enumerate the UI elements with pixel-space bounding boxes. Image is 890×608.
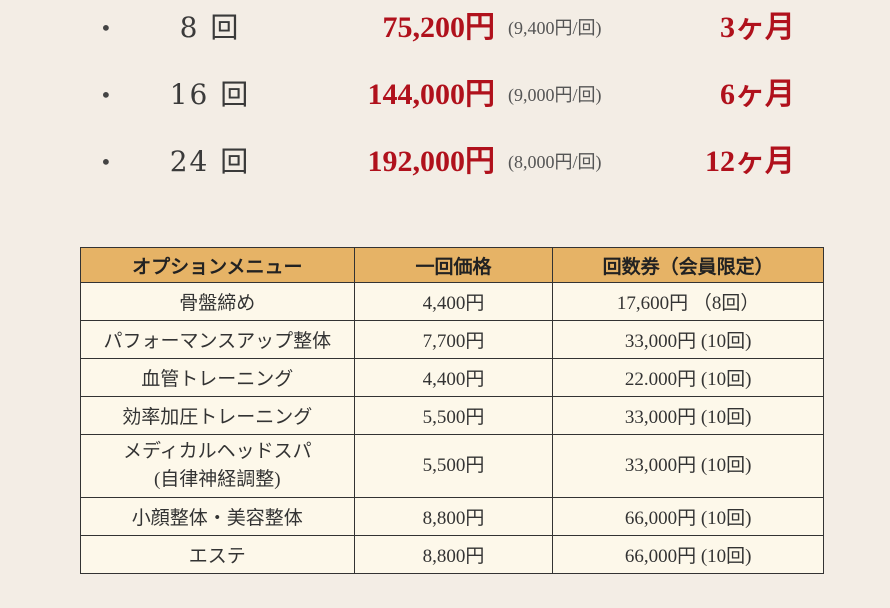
ticket-price: 66,000円 (10回) <box>552 535 824 574</box>
single-price: 4,400円 <box>353 282 554 321</box>
plan-period: 3ヶ月 <box>720 11 795 44</box>
bullet-icon: • <box>100 150 112 174</box>
header-ticket-price: 回数券（会員限定） <box>552 247 824 283</box>
ticket-price: 66,000円 (10回) <box>552 497 824 536</box>
table-row: 骨盤締め 4,400円 17,600円 （8回） <box>80 282 824 321</box>
option-menu-table: オプションメニュー 一回価格 回数券（会員限定） 骨盤締め 4,400円 17,60… <box>80 247 824 574</box>
plan-item: • 24 回 192,000円 (8,000円/回) 12ヶ月 <box>0 137 890 187</box>
ticket-price: 17,600円 （8回） <box>552 282 824 321</box>
table-row: メディカルヘッドスパ (自律神経調整) 5,500円 33,000円 (10回) <box>80 434 824 498</box>
plan-price: 192,000円 <box>367 145 496 178</box>
bullet-icon: • <box>100 16 112 40</box>
single-price: 8,800円 <box>353 497 554 536</box>
header-option-menu: オプションメニュー <box>80 247 355 283</box>
ticket-price: 22.000円 (10回) <box>552 358 824 397</box>
ticket-price: 33,000円 (10回) <box>552 320 824 359</box>
menu-name: エステ <box>80 535 355 574</box>
single-price: 5,500円 <box>353 396 554 435</box>
menu-name: パフォーマンスアップ整体 <box>80 320 355 359</box>
table-row: 血管トレーニング 4,400円 22.000円 (10回) <box>80 358 824 397</box>
table-row: 効率加圧トレーニング 5,500円 33,000円 (10回) <box>80 396 824 435</box>
single-price: 7,700円 <box>353 320 554 359</box>
plan-per-session: (9,000円/回) <box>508 85 602 105</box>
plan-period: 6ヶ月 <box>720 78 795 111</box>
plan-period: 12ヶ月 <box>705 145 795 178</box>
bullet-icon: • <box>100 83 112 107</box>
menu-name: 骨盤締め <box>80 282 355 321</box>
menu-name: 効率加圧トレーニング <box>80 396 355 435</box>
ticket-price: 33,000円 (10回) <box>552 396 824 435</box>
plan-per-session: (9,400円/回) <box>508 18 602 38</box>
plan-count: 16 回 <box>169 78 251 111</box>
single-price: 8,800円 <box>353 535 554 574</box>
table-row: パフォーマンスアップ整体 7,700円 33,000円 (10回) <box>80 320 824 359</box>
plan-price: 144,000円 <box>367 78 496 111</box>
menu-name: メディカルヘッドスパ (自律神経調整) <box>80 434 355 498</box>
plan-count: 8 回 <box>179 11 241 44</box>
table-row: 小顔整体・美容整体 8,800円 66,000円 (10回) <box>80 497 824 536</box>
single-price: 5,500円 <box>353 434 554 498</box>
plan-price: 75,200円 <box>382 11 496 44</box>
plan-item: • 8 回 75,200円 (9,400円/回) 3ヶ月 <box>0 3 890 53</box>
header-single-price: 一回価格 <box>353 247 554 283</box>
table-row: エステ 8,800円 66,000円 (10回) <box>80 535 824 574</box>
plan-count: 24 回 <box>169 145 251 178</box>
plan-per-session: (8,000円/回) <box>508 152 602 172</box>
single-price: 4,400円 <box>353 358 554 397</box>
table-header-row: オプションメニュー 一回価格 回数券（会員限定） <box>80 247 824 283</box>
menu-name: 小顔整体・美容整体 <box>80 497 355 536</box>
ticket-price: 33,000円 (10回) <box>552 434 824 498</box>
menu-name: 血管トレーニング <box>80 358 355 397</box>
plan-item: • 16 回 144,000円 (9,000円/回) 6ヶ月 <box>0 70 890 120</box>
